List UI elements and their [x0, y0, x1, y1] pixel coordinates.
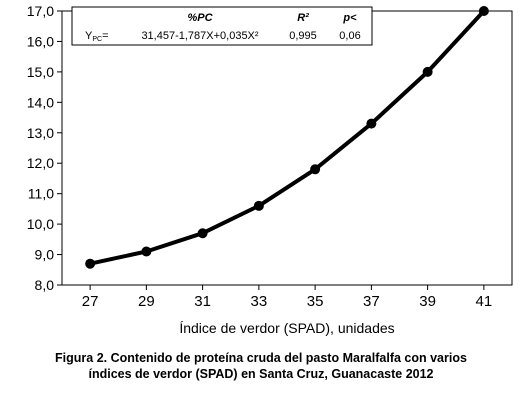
y-tick-label: 13,0 [27, 125, 54, 141]
y-tick-label: 12,0 [27, 155, 54, 171]
legend-header-r2: R² [297, 12, 309, 24]
x-tick-label: 41 [476, 293, 493, 310]
y-tick-label: 8,0 [35, 277, 55, 293]
legend-y-label: YPC= [85, 30, 109, 43]
y-tick-label: 11,0 [28, 186, 54, 202]
x-tick-label: 29 [138, 293, 155, 310]
legend-header-pc: %PC [187, 12, 213, 24]
data-point [310, 164, 321, 175]
legend-y-subscript: PC [92, 36, 102, 43]
x-tick-label: 37 [363, 293, 380, 310]
line-chart: 8,0 9,0 10,0 11,0 12,0 13,0 14,0 15,0 16,0 17,0 2… [27, 3, 513, 336]
series-layer [85, 6, 489, 269]
data-point [478, 6, 489, 16]
legend-equation: 31,457-1,787X+0,035X² [141, 30, 258, 42]
data-point [85, 258, 96, 269]
legend-header-p: p< [342, 12, 357, 24]
y-axis-ticks: 8,0 9,0 10,0 11,0 12,0 13,0 14,0 15,0 16,0 17,0 [27, 3, 62, 293]
data-point [422, 66, 433, 77]
figure-caption: Figura 2. Contenido de proteína cruda de… [0, 350, 522, 382]
legend-box-frame [71, 6, 373, 46]
y-tick-label: 15,0 [27, 64, 54, 80]
y-tick-label: 16,0 [27, 33, 54, 49]
legend-y-main: Y [85, 30, 93, 42]
x-tick-label: 35 [307, 293, 324, 310]
x-axis-ticks: 27 29 31 33 35 37 39 41 [82, 285, 492, 310]
legend-p-value: 0,06 [339, 30, 360, 42]
y-tick-label: 10,0 [27, 216, 54, 232]
data-point [253, 200, 264, 211]
data-point [366, 118, 377, 129]
series-line [88, 9, 486, 266]
caption-line-1: Figura 2. Contenido de proteína cruda de… [55, 351, 467, 365]
data-point [141, 246, 152, 257]
x-tick-label: 33 [251, 293, 268, 310]
y-tick-label: 14,0 [27, 94, 54, 110]
x-tick-label: 31 [194, 293, 211, 310]
y-tick-label: 17,0 [27, 3, 54, 19]
equation-legend-box: %PC R² p< YPC= 31,457-1,787X+0,035X² 0,9… [71, 6, 373, 46]
legend-r2-value: 0,995 [289, 30, 317, 42]
caption-line-2: índices de verdor (SPAD) en Santa Cruz, … [88, 367, 434, 381]
data-point [197, 228, 208, 239]
x-tick-label: 27 [82, 293, 99, 310]
y-tick-label: 9,0 [35, 247, 55, 263]
legend-y-equals: = [102, 30, 108, 42]
x-axis-label: Índice de verdor (SPAD), unidades [179, 320, 394, 336]
x-tick-label: 39 [419, 293, 436, 310]
